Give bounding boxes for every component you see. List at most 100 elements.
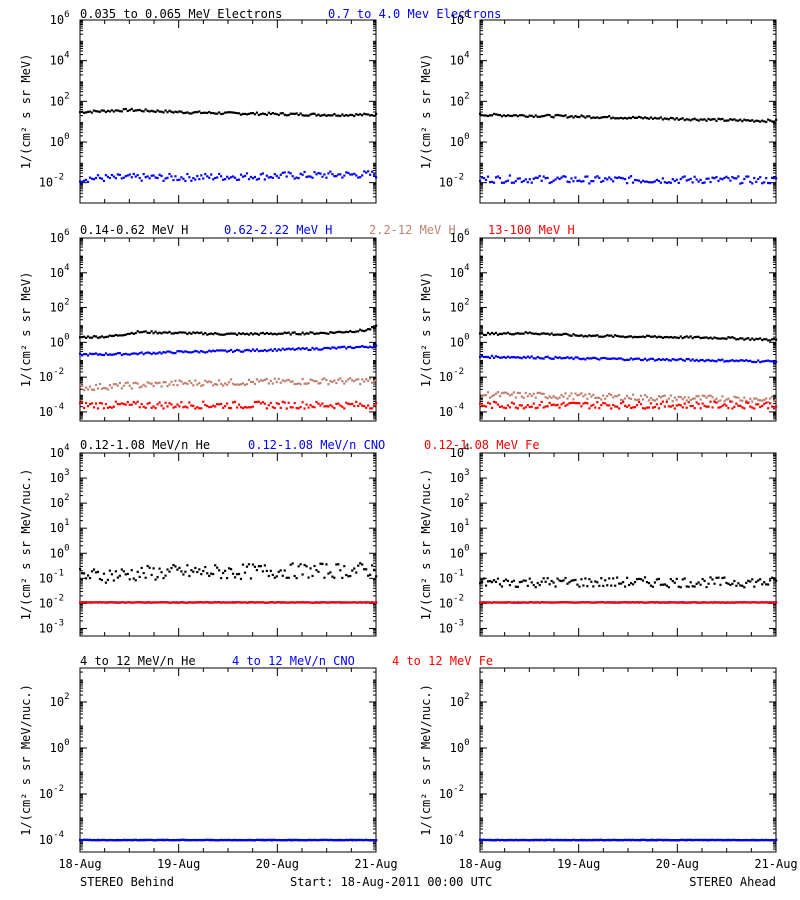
data-point xyxy=(235,839,239,842)
data-point xyxy=(719,359,722,362)
data-point xyxy=(315,114,318,117)
data-point xyxy=(321,331,324,335)
data-point xyxy=(80,180,84,183)
data-point xyxy=(717,358,720,361)
data-point xyxy=(297,382,300,385)
data-point xyxy=(241,382,245,385)
data-point xyxy=(616,405,619,408)
data-point xyxy=(249,175,253,179)
data-point xyxy=(110,573,113,576)
data-point xyxy=(235,333,239,336)
y-tick-exponent: 2 xyxy=(64,692,69,702)
data-point xyxy=(699,407,702,410)
data-point xyxy=(629,357,633,360)
data-point xyxy=(566,356,569,359)
data-point xyxy=(651,585,655,588)
data-point xyxy=(182,331,185,334)
data-point xyxy=(504,332,508,335)
data-point xyxy=(490,354,494,357)
data-point xyxy=(343,345,346,348)
data-point xyxy=(170,566,173,570)
data-point xyxy=(556,333,559,336)
data-point xyxy=(198,178,201,181)
data-point xyxy=(578,601,581,604)
data-point xyxy=(196,570,199,574)
data-point xyxy=(641,117,645,120)
data-point xyxy=(333,838,336,842)
data-point xyxy=(773,177,776,180)
data-point xyxy=(510,356,513,359)
legend-electrons-low: 0.035 to 0.065 MeV Electrons xyxy=(80,7,282,21)
data-point xyxy=(255,332,259,335)
data-point xyxy=(534,601,537,604)
data-point xyxy=(657,838,660,842)
data-point xyxy=(202,400,205,403)
data-point xyxy=(118,839,121,842)
data-point xyxy=(106,353,110,356)
data-point xyxy=(188,401,191,404)
data-point xyxy=(616,117,619,120)
data-point xyxy=(305,347,308,350)
data-point xyxy=(289,563,292,566)
data-point xyxy=(562,838,565,842)
data-point xyxy=(170,332,173,335)
data-point xyxy=(510,839,513,842)
data-point xyxy=(753,601,756,604)
data-point xyxy=(685,406,688,409)
data-point xyxy=(492,356,496,359)
data-point xyxy=(120,110,123,113)
data-point xyxy=(361,329,364,332)
legend-electrons-high: 0.7 to 4.0 Mev Electrons xyxy=(328,7,501,21)
data-point xyxy=(158,601,161,604)
data-point xyxy=(528,356,531,359)
data-point xyxy=(92,388,96,391)
data-point xyxy=(243,406,247,409)
data-point xyxy=(560,333,563,336)
data-point xyxy=(759,361,762,364)
data-point xyxy=(757,398,760,402)
data-point xyxy=(114,601,117,604)
data-point xyxy=(765,120,768,124)
data-point xyxy=(357,378,360,381)
data-point xyxy=(349,173,352,176)
data-point xyxy=(229,568,233,571)
data-point xyxy=(765,359,768,362)
data-point xyxy=(771,176,774,179)
data-point xyxy=(761,583,764,586)
data-point xyxy=(239,601,243,604)
data-point xyxy=(359,562,362,565)
data-point xyxy=(763,360,766,363)
data-point xyxy=(578,393,581,396)
data-point xyxy=(295,407,298,410)
data-point xyxy=(118,351,121,355)
data-point xyxy=(510,181,513,184)
data-point xyxy=(140,109,143,113)
data-point xyxy=(86,354,90,357)
data-point xyxy=(319,562,322,565)
data-point xyxy=(84,353,88,356)
data-point xyxy=(329,404,332,407)
data-point xyxy=(775,360,778,363)
data-point xyxy=(194,331,197,335)
legend-h-13: 13-100 MeV H xyxy=(488,223,575,237)
data-point xyxy=(715,337,718,340)
data-point xyxy=(488,580,492,583)
data-point xyxy=(480,838,484,841)
series-2-2-12-mev-h xyxy=(79,377,378,392)
data-point xyxy=(616,176,619,180)
data-point xyxy=(755,119,758,122)
data-point xyxy=(614,601,617,604)
data-point xyxy=(633,357,637,360)
data-point xyxy=(713,399,716,402)
data-point xyxy=(231,332,235,335)
data-point xyxy=(166,601,169,604)
data-point xyxy=(146,838,149,842)
data-point xyxy=(546,601,549,604)
data-point xyxy=(363,839,366,842)
data-point xyxy=(164,601,167,604)
data-point xyxy=(757,359,760,362)
data-point xyxy=(743,407,746,410)
data-point xyxy=(283,171,286,174)
data-point xyxy=(659,335,662,339)
data-point xyxy=(190,381,193,385)
